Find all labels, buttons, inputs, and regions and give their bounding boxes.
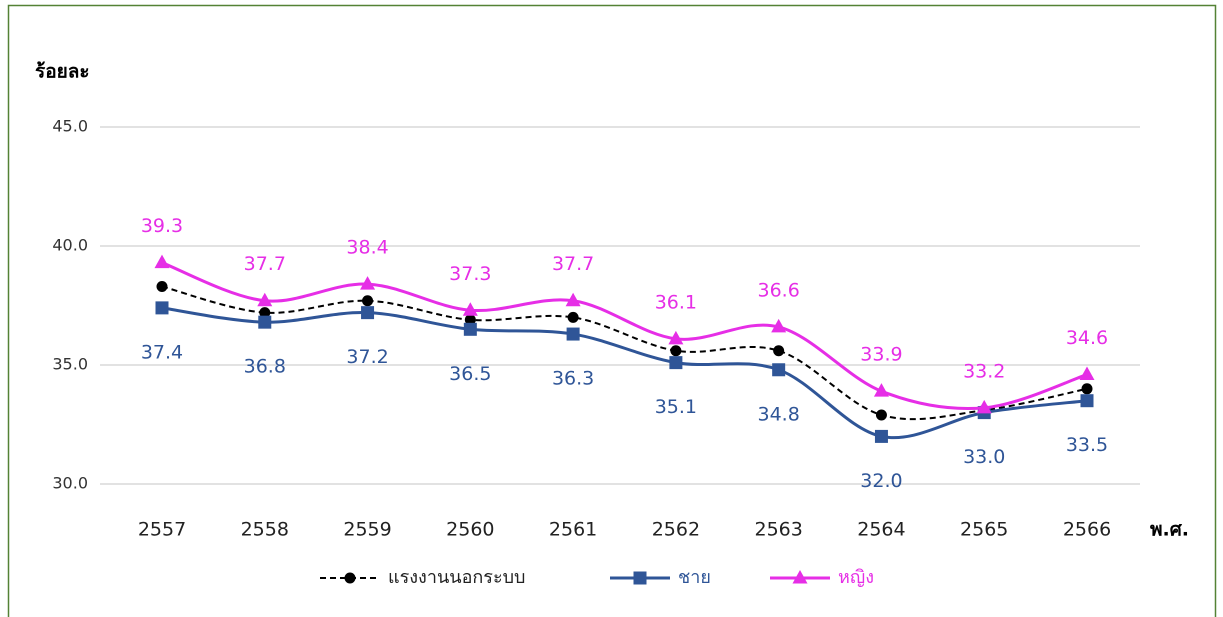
data-label: 36.8 — [244, 356, 286, 378]
legend-marker — [633, 571, 647, 585]
data-label: 37.3 — [449, 263, 491, 285]
point — [259, 307, 271, 319]
y-axis-label: ร้อยละ — [35, 61, 90, 83]
point — [1079, 366, 1095, 381]
data-label: 36.1 — [655, 291, 697, 313]
point — [873, 383, 889, 397]
point — [361, 306, 375, 320]
data-label: 36.5 — [449, 363, 491, 385]
data-label: 37.7 — [552, 253, 594, 275]
point — [773, 345, 785, 357]
series-line — [161, 306, 1088, 440]
data-label: 33.5 — [1066, 434, 1108, 456]
legend-marker — [344, 572, 356, 584]
point — [362, 295, 374, 307]
data-label: 35.1 — [655, 396, 697, 418]
point — [772, 363, 786, 377]
x-tick-label: 2558 — [241, 519, 289, 541]
point — [565, 292, 581, 307]
x-tick-label: 2559 — [343, 519, 391, 541]
point — [875, 409, 887, 421]
point — [464, 314, 476, 326]
point — [567, 311, 579, 323]
point — [155, 301, 169, 315]
y-tick-label: 40.0 — [52, 236, 88, 255]
point — [566, 327, 580, 341]
data-label: 39.3 — [141, 215, 183, 237]
point — [668, 330, 684, 345]
data-label: 34.8 — [758, 403, 800, 425]
x-tick-label: 2561 — [549, 519, 597, 541]
point — [257, 292, 273, 307]
point — [463, 322, 477, 336]
point — [156, 280, 168, 292]
point — [670, 345, 682, 357]
data-label: 33.9 — [860, 344, 902, 366]
point — [976, 399, 992, 414]
series-line — [161, 261, 1088, 410]
series-line — [161, 285, 1088, 421]
y-tick-label: 30.0 — [52, 474, 88, 493]
legend-label: หญิง — [838, 567, 874, 588]
x-tick-label: 2557 — [138, 519, 186, 541]
x-tick-label: 2564 — [857, 519, 905, 541]
x-tick-label: 2566 — [1063, 519, 1111, 541]
data-label: 36.6 — [758, 279, 800, 301]
data-label: 34.6 — [1066, 327, 1108, 349]
data-label: 32.0 — [860, 470, 902, 492]
y-tick-label: 45.0 — [52, 117, 88, 136]
point — [1081, 383, 1093, 395]
x-axis-label: พ.ศ. — [1150, 519, 1189, 541]
point — [669, 356, 683, 370]
x-tick-label: 2563 — [754, 519, 802, 541]
y-tick-label: 35.0 — [52, 355, 88, 374]
legend-marker — [792, 570, 808, 584]
data-label: 37.7 — [244, 253, 286, 275]
point — [771, 318, 787, 333]
legend-label: แรงงานนอกระบบ — [388, 567, 525, 588]
x-tick-label: 2560 — [446, 519, 494, 541]
data-label: 37.4 — [141, 341, 183, 363]
data-label: 33.0 — [963, 446, 1005, 468]
x-tick-label: 2562 — [652, 519, 700, 541]
frame — [7, 4, 1217, 617]
x-tick-label: 2565 — [960, 519, 1008, 541]
data-label: 33.2 — [963, 360, 1005, 382]
point — [360, 276, 376, 290]
data-label: 37.2 — [346, 346, 388, 368]
point — [874, 429, 888, 443]
point — [462, 302, 478, 316]
point — [258, 315, 272, 329]
legend-label: ชาย — [678, 567, 711, 588]
data-label: 36.3 — [552, 368, 594, 390]
point — [1080, 394, 1094, 408]
data-label: 38.4 — [346, 237, 388, 259]
point — [154, 254, 170, 269]
